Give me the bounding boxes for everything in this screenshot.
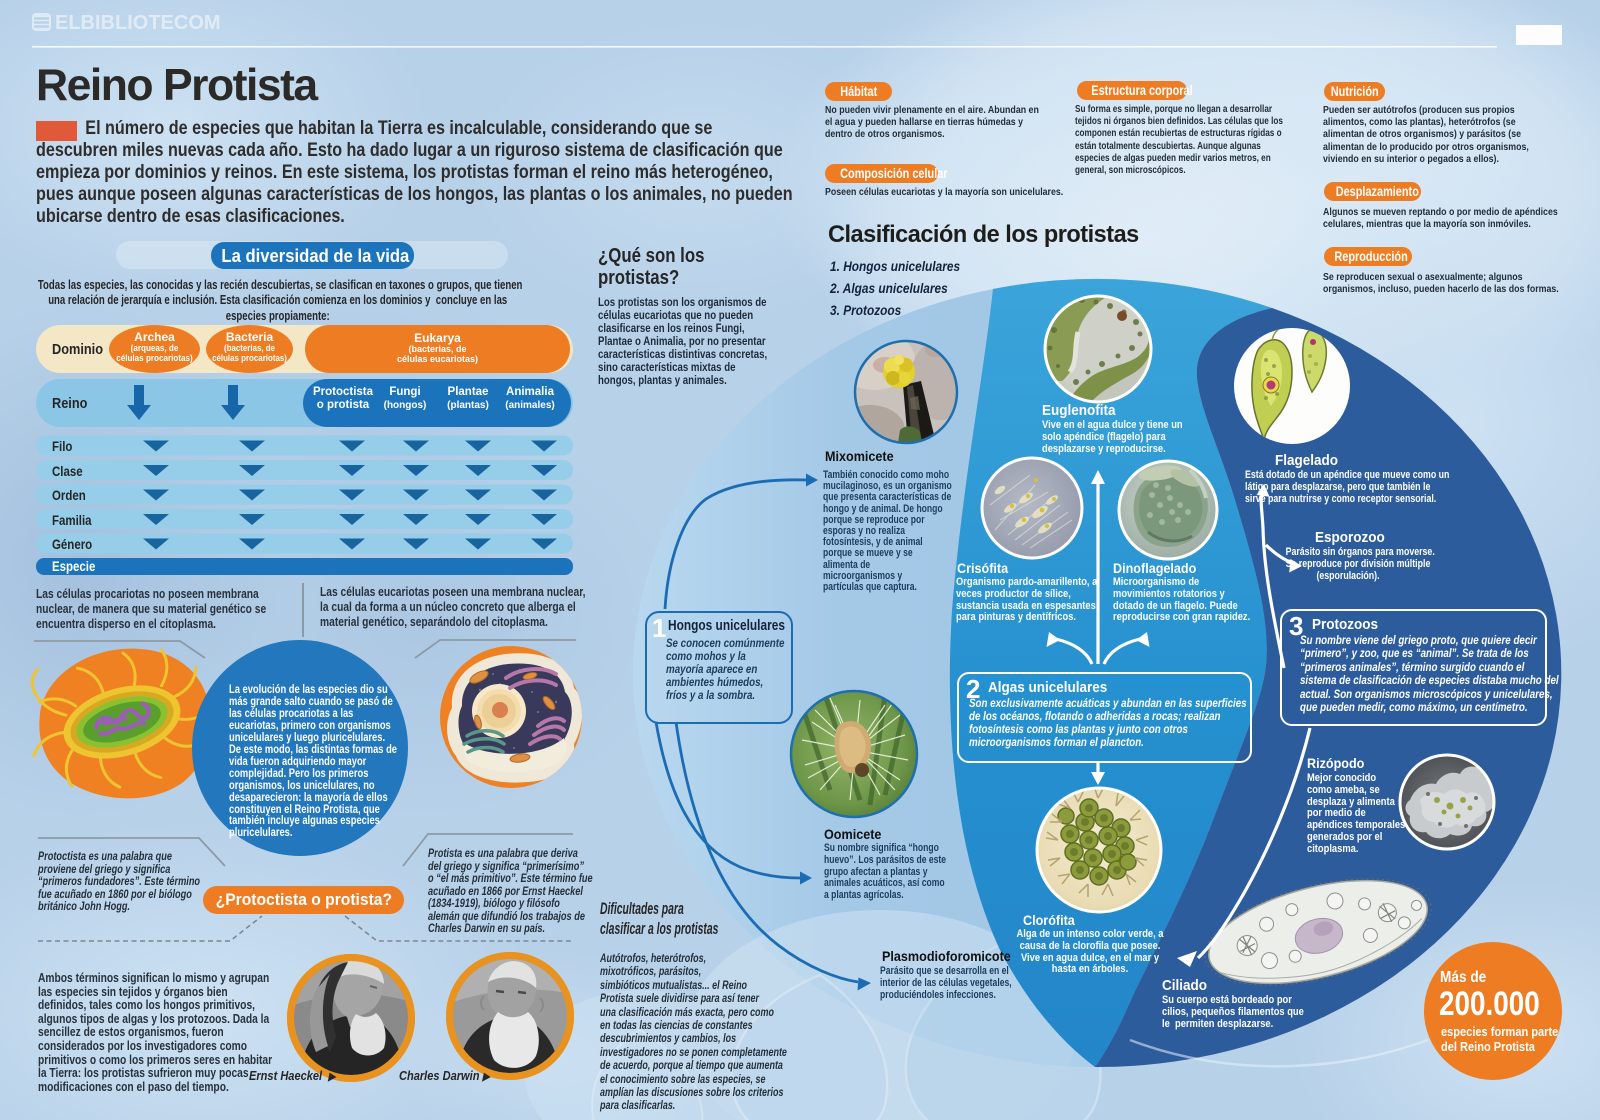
svg-text:ELBIBLIOTECOM: ELBIBLIOTECOM xyxy=(55,12,221,34)
